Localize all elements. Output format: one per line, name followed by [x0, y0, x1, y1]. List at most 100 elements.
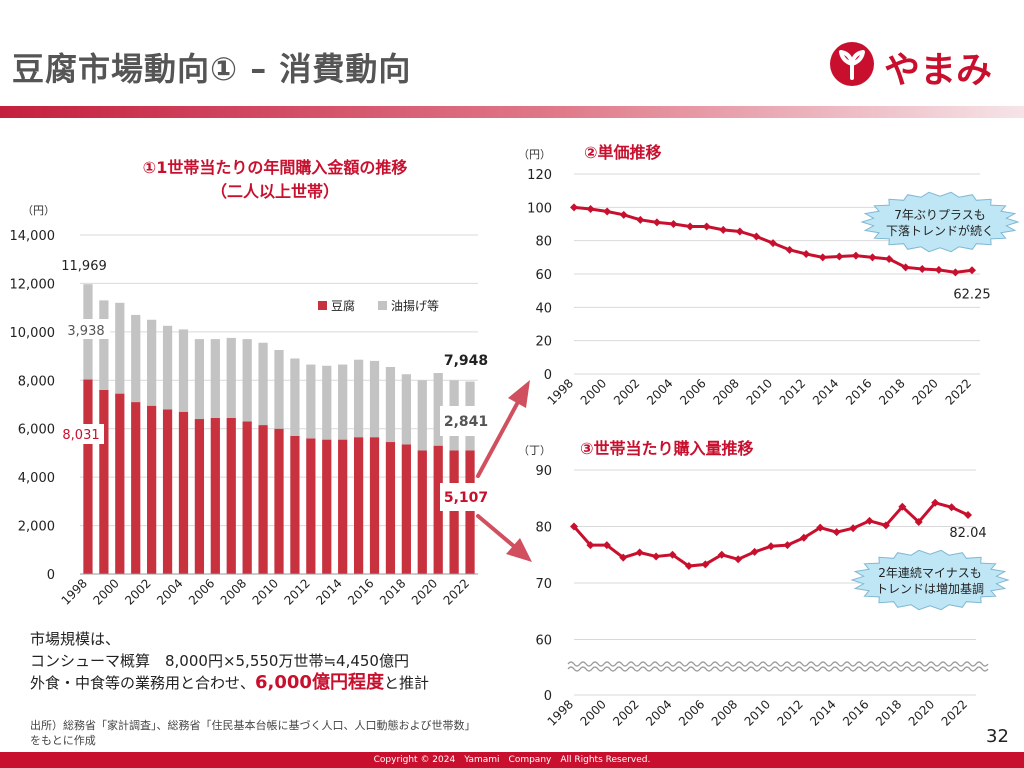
chart3-xtick-label: 2014 [807, 697, 838, 728]
chart1-bar-fried [226, 337, 236, 418]
chart2-xtick-label: 2006 [677, 376, 708, 407]
market-line-3-pre: 外食・中食等の業務用と合わせ、 [30, 674, 256, 692]
chart2-ytick-label: 100 [527, 201, 552, 216]
chart3-ytick-label: 60 [535, 634, 552, 649]
chart3-xtick-label: 2008 [709, 697, 740, 728]
chart1-label-tofu-last: 5,107 [444, 490, 488, 506]
chart3-point [570, 522, 578, 531]
chart2-point [934, 265, 943, 274]
chart2-label-last: 62.25 [953, 287, 990, 302]
chart1-bar-tofu [338, 439, 348, 574]
chart3-point [619, 553, 628, 562]
chart1-bar-tofu [322, 439, 332, 574]
chart1-ytick-label: 0 [47, 568, 55, 583]
chart1-bar-tofu [258, 425, 268, 574]
chart1-bar-fried [433, 373, 443, 446]
chart3-point [816, 523, 825, 532]
chart2-ytick-label: 40 [535, 301, 552, 316]
chart2-unit: （円） [518, 148, 551, 161]
chart2-ytick-label: 120 [527, 168, 552, 183]
chart2-xtick-label: 2022 [943, 376, 974, 407]
chart2-point [818, 253, 827, 262]
chart1-bar-tofu [417, 450, 427, 574]
chart3-xtick-label: 2004 [643, 697, 674, 728]
chart1-title-line1: ①1世帯当たりの年間購入金額の推移 [143, 158, 408, 177]
chart1-legend-fried: 油揚げ等 [391, 299, 439, 313]
chart1-xtick-label: 2022 [441, 576, 472, 607]
chart2-point [719, 225, 728, 234]
chart2-point [586, 205, 595, 213]
chart2-point [619, 210, 628, 219]
chart2-point [702, 222, 711, 231]
chart2-xtick-label: 2004 [644, 376, 675, 407]
chart1-label-fried-last: 2,841 [444, 414, 488, 430]
chart1-xtick-label: 1998 [59, 576, 90, 607]
chart3-point [783, 541, 792, 550]
chart1-bar-tofu [178, 411, 189, 574]
chart3-ytick-label: 80 [535, 521, 552, 536]
chart2-point [735, 227, 744, 236]
chart1-bar-fried [338, 364, 348, 440]
chart2-point [802, 250, 811, 258]
chart1-bar-fried [131, 314, 141, 403]
chart3-xtick-label: 2018 [873, 697, 904, 728]
chart3-xtick-label: 2010 [742, 697, 773, 728]
chart2-xtick-label: 2012 [777, 376, 808, 407]
chart1-bar-tofu [306, 438, 316, 574]
chart1-label-bg [440, 483, 490, 511]
chart3-point [652, 552, 661, 561]
chart1-ytick-label: 8,000 [18, 374, 55, 389]
chart1-bar-tofu [433, 445, 443, 574]
chart2-title: ②単価推移 [584, 143, 662, 162]
chart1-bar-fried [353, 359, 364, 438]
chart1-xtick-label: 2014 [313, 576, 344, 607]
chart3-point [635, 548, 644, 557]
chart3-xtick-label: 2000 [577, 697, 608, 728]
chart1-bar-fried [369, 360, 380, 438]
chart2-point [769, 239, 777, 248]
chart3-point [602, 541, 611, 550]
market-line-3-post: と推計 [383, 674, 429, 692]
logo-mark-icon [830, 42, 874, 86]
market-size-note: 市場規模は、 コンシューマ概算 8,000円×5,550万世帯≒4,450億円 … [30, 628, 429, 694]
chart3-xtick-label: 2002 [610, 697, 641, 728]
chart3-callout-bubble [850, 549, 1010, 611]
chart2-point [851, 251, 860, 260]
chart3-axis-break-bg [568, 660, 982, 672]
chart2-point [868, 253, 877, 262]
title-divider [0, 106, 1024, 118]
chart3-point [931, 498, 940, 507]
chart1-legend-swatch-tofu [318, 301, 327, 310]
chart3-unit: （丁） [518, 444, 551, 457]
chart3-point [684, 562, 693, 571]
chart3-ytick-label: 70 [535, 577, 552, 592]
chart1-xtick-label: 2010 [250, 576, 281, 607]
chart1-bar-tofu [242, 421, 252, 574]
chart1-label-tofu-first: 8,031 [62, 428, 99, 443]
chart1-label-fried-first: 3,938 [67, 324, 104, 339]
chart1-ytick-label: 10,000 [10, 326, 56, 341]
chart1-bar-tofu [369, 437, 380, 574]
page-number: 32 [986, 726, 1009, 747]
chart3-xtick-label: 2006 [676, 697, 707, 728]
chart1-bar-fried [290, 358, 300, 436]
chart1-xtick-label: 2016 [345, 576, 376, 607]
chart1-bar-fried [194, 339, 205, 420]
chart2-point [918, 265, 927, 273]
chart2-callout-line1: 7年ぶりプラスも [894, 208, 985, 222]
chart1-bar-tofu [385, 442, 396, 574]
chart1-ytick-label: 2,000 [18, 520, 55, 535]
chart2-xtick-label: 2000 [578, 376, 609, 407]
annual-purchase-bar-chart: ①1世帯当たりの年間購入金額の推移 （二人以上世帯） （円） 0 2,000 4,000 6… [10, 158, 490, 608]
chart1-bar-tofu [83, 379, 93, 574]
chart1-xtick-label: 2006 [186, 576, 217, 607]
chart3-point [881, 521, 890, 530]
chart2-point [636, 215, 645, 224]
chart2-xtick-label: 2018 [876, 376, 907, 407]
chart2-ytick-label: 20 [535, 335, 552, 350]
chart3-callout-line2: トレンドは増加基調 [876, 582, 984, 596]
chart1-bar-fried [178, 329, 189, 412]
chart1-bar-tofu [465, 450, 475, 574]
chart3-point [701, 560, 710, 569]
